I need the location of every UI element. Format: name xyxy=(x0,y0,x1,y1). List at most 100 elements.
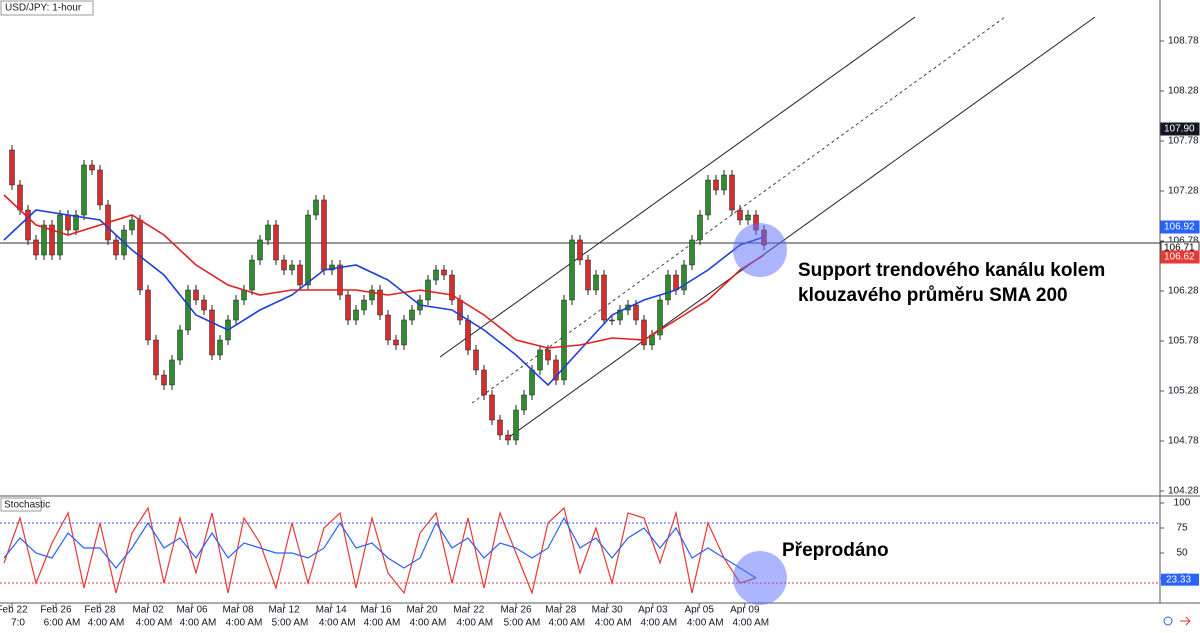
x-tick-label: Feb 26 xyxy=(40,605,72,616)
candle xyxy=(577,239,583,261)
candle xyxy=(281,259,287,271)
candle xyxy=(697,214,703,241)
x-tick-label: Apr 05 xyxy=(684,605,714,616)
x-tick-label: 5:00 AM xyxy=(272,618,309,628)
candle xyxy=(689,239,695,266)
candle xyxy=(97,169,103,206)
price-pane: 104.28 104.78 105.28 105.78 106.28 106.78 107.… xyxy=(0,36,1200,629)
candle xyxy=(425,279,431,301)
candle xyxy=(521,394,527,411)
candle xyxy=(705,179,711,216)
price-label-box xyxy=(1160,250,1200,264)
value-label-box xyxy=(1161,573,1199,586)
candle xyxy=(265,224,271,241)
channel-lower xyxy=(504,16,1096,441)
candle xyxy=(393,339,399,346)
candle xyxy=(449,274,455,301)
candle xyxy=(297,264,303,286)
candle xyxy=(329,264,335,271)
highlight-circle xyxy=(733,551,787,605)
candle xyxy=(561,299,567,381)
candle xyxy=(673,274,679,291)
candle xyxy=(353,309,359,321)
y-tick-label: 105.78 xyxy=(1168,336,1199,347)
candle xyxy=(737,209,743,221)
candle xyxy=(377,289,383,316)
candle xyxy=(169,359,175,386)
x-tick-label: 7:0 xyxy=(11,618,25,628)
candle xyxy=(241,289,247,301)
candle xyxy=(49,224,55,256)
y-tick-label: 106.78 xyxy=(1168,236,1199,247)
x-tick-label: Apr 03 xyxy=(638,605,668,616)
candle xyxy=(57,214,63,256)
candle xyxy=(713,179,719,191)
x-tick-label: 4:00 AM xyxy=(548,618,585,628)
chart-title: USD/JPY: 1-hour xyxy=(5,3,82,14)
x-tick-label: Mar 20 xyxy=(406,605,438,616)
title-box xyxy=(0,0,94,16)
x-tick-label: 4:00 AM xyxy=(640,618,677,628)
candle xyxy=(545,349,551,361)
y-tick-label: 100 xyxy=(1174,498,1191,509)
x-tick-label: 5:00 AM xyxy=(504,618,541,628)
candle xyxy=(385,314,391,341)
x-tick-label: 4:00 AM xyxy=(180,618,217,628)
x-tick-label: Mar 22 xyxy=(453,605,485,616)
candle xyxy=(201,299,207,311)
candle xyxy=(681,264,687,291)
candle xyxy=(65,214,71,231)
y-tick-label: 106.28 xyxy=(1168,286,1199,297)
candle xyxy=(633,304,639,321)
candle xyxy=(129,219,135,231)
candle xyxy=(25,209,31,241)
x-tick-label: 4:00 AM xyxy=(687,618,724,628)
candle xyxy=(465,319,471,351)
x-tick-label: 4:00 AM xyxy=(226,618,263,628)
candle xyxy=(401,319,407,346)
candle xyxy=(233,299,239,321)
x-tick-label: 4:00 AM xyxy=(595,618,632,628)
candle xyxy=(489,394,495,421)
candle xyxy=(601,274,607,321)
x-tick-label: 4:00 AM xyxy=(364,618,401,628)
y-tick-label: 50 xyxy=(1176,548,1188,559)
price-label: 107.90 xyxy=(1164,124,1195,135)
candle xyxy=(321,199,327,271)
x-tick-label: 6:00 AM xyxy=(44,618,81,628)
candle xyxy=(177,329,183,361)
candle xyxy=(473,349,479,371)
x-tick-label: Mar 26 xyxy=(500,605,532,616)
y-tick-label: 108.78 xyxy=(1168,36,1199,47)
candle xyxy=(665,274,671,301)
annotation: Support trendového kanálu kolem xyxy=(798,260,1105,281)
x-tick-label: 4:00 AM xyxy=(732,618,769,628)
candle xyxy=(345,294,351,321)
candle xyxy=(729,174,735,211)
candle xyxy=(33,239,39,256)
candle xyxy=(569,239,575,301)
candle xyxy=(89,164,95,171)
x-tick-label: 4:00 AM xyxy=(136,618,173,628)
candle xyxy=(209,309,215,356)
stochastic-line xyxy=(3,516,757,579)
candle xyxy=(289,264,295,271)
x-tick-label: Mar 30 xyxy=(592,605,624,616)
icon[interactable] xyxy=(1180,616,1191,626)
candle xyxy=(273,224,279,261)
x-tick-label: Feb 28 xyxy=(84,605,116,616)
icon[interactable] xyxy=(1163,616,1173,626)
x-tick-label: 4:00 AM xyxy=(456,618,493,628)
moving-average xyxy=(3,209,765,387)
candle xyxy=(9,149,15,186)
price-label-box xyxy=(1160,122,1200,136)
highlight-circle xyxy=(733,223,787,277)
y-tick-label: 107.78 xyxy=(1168,136,1199,147)
x-tick-label: Mar 02 xyxy=(132,605,164,616)
price-label-box xyxy=(1160,220,1200,234)
candle xyxy=(537,349,543,371)
value-label: 23.33 xyxy=(1166,574,1191,585)
x-tick-label: Mar 14 xyxy=(316,605,348,616)
